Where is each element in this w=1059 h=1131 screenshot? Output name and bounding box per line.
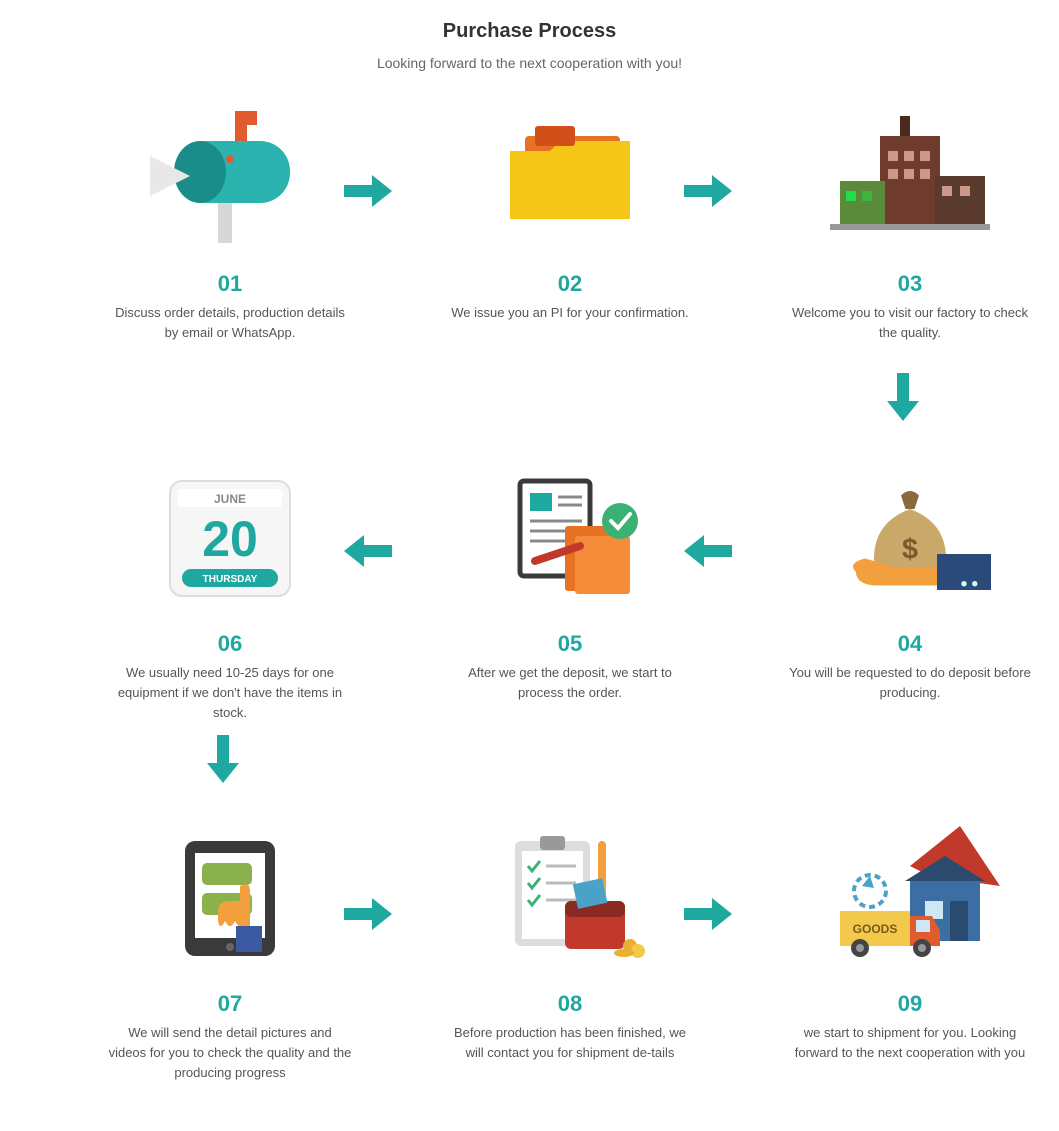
step-number: 09 [780,991,1040,1017]
step-03: 03 Welcome you to visit our factory to c… [780,101,1040,343]
page-title: Purchase Process [60,20,999,43]
step-01: 01 Discuss order details, production det… [100,101,360,343]
flow-arrow-down [885,369,921,425]
step-05: 05 After we get the deposit, we start to… [440,461,700,703]
flow-arrow-right [680,173,736,209]
mailbox-icon [100,101,360,251]
step-06: JUNE 20 THURSDAY 06 We usually need 10-2… [100,461,360,723]
document-check-icon [440,461,700,611]
flow-arrow-down [205,731,241,787]
factory-icon [780,101,1040,251]
step-number: 02 [440,271,700,297]
step-number: 06 [100,631,360,657]
flow-arrow-left [680,533,736,569]
moneybag-icon: $ [780,461,1040,611]
infographic-container: Purchase Process Looking forward to the … [0,0,1059,1131]
step-description: Welcome you to visit our factory to chec… [780,303,1040,343]
svg-text:GOODS: GOODS [853,922,898,936]
step-07: 07 We will send the detail pictures and … [100,821,360,1083]
steps-grid: 01 Discuss order details, production det… [60,101,999,1091]
flow-arrow-left [340,533,396,569]
calendar-icon: JUNE 20 THURSDAY [100,461,360,611]
flow-arrow-right [340,896,396,932]
svg-text:20: 20 [202,511,258,567]
folder-icon [440,101,700,251]
step-09: GOODS 09 we start to shipment for you. L… [780,821,1040,1063]
step-number: 08 [440,991,700,1017]
step-description: We issue you an PI for your confirmation… [440,303,700,323]
step-number: 07 [100,991,360,1017]
step-description: we start to shipment for you. Looking fo… [780,1023,1040,1063]
step-number: 03 [780,271,1040,297]
svg-text:THURSDAY: THURSDAY [203,574,258,585]
flow-arrow-right [680,896,736,932]
clipboard-wallet-icon [440,821,700,971]
step-number: 01 [100,271,360,297]
step-description: We usually need 10-25 days for one equip… [100,663,360,723]
shipping-icon: GOODS [780,821,1040,971]
step-04: $ 04 You will be requested to do deposit… [780,461,1040,703]
flow-arrow-right [340,173,396,209]
step-description: Before production has been finished, we … [440,1023,700,1063]
svg-text:JUNE: JUNE [214,492,246,506]
tablet-icon [100,821,360,971]
step-08: 08 Before production has been finished, … [440,821,700,1063]
header: Purchase Process Looking forward to the … [60,20,999,71]
step-number: 05 [440,631,700,657]
page-subtitle: Looking forward to the next cooperation … [60,55,999,71]
step-02: 02 We issue you an PI for your confirmat… [440,101,700,323]
step-description: After we get the deposit, we start to pr… [440,663,700,703]
step-description: You will be requested to do deposit befo… [780,663,1040,703]
step-description: Discuss order details, production detail… [100,303,360,343]
svg-text:$: $ [902,534,918,566]
step-number: 04 [780,631,1040,657]
step-description: We will send the detail pictures and vid… [100,1023,360,1083]
